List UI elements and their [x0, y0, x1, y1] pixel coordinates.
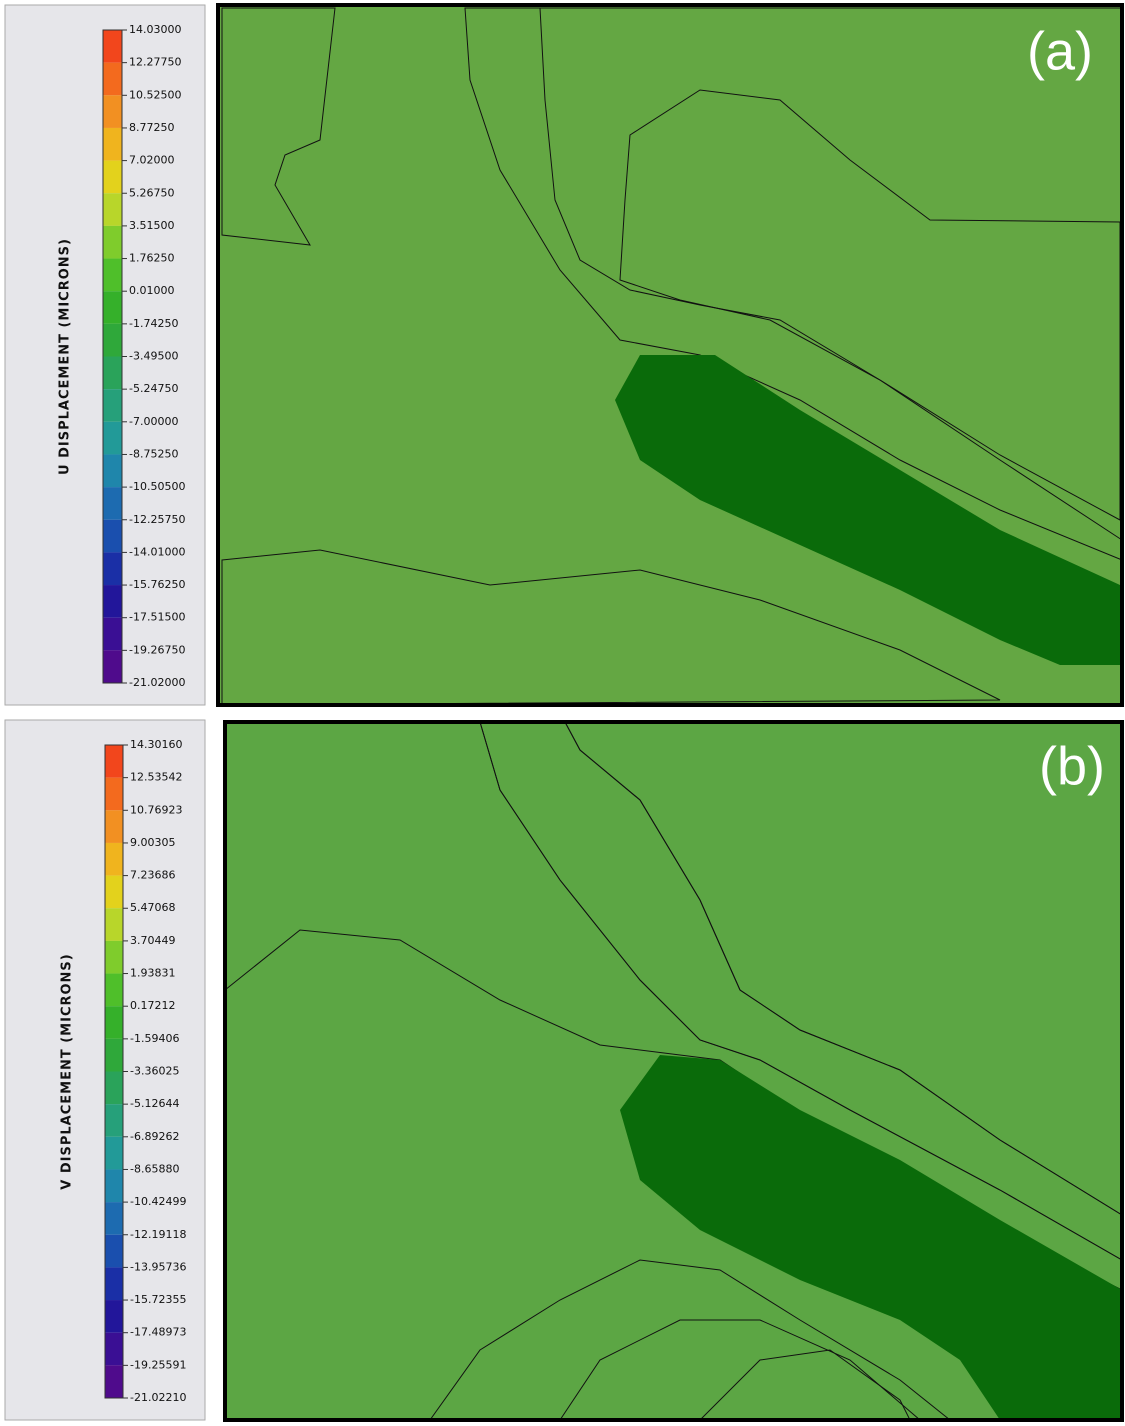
- colorbar-tick-label: 7.23686: [130, 869, 176, 882]
- colorbar-tick-label: 0.01000: [129, 284, 175, 297]
- colorbar-segment: [105, 1006, 123, 1039]
- colorbar-tick-label: -12.19118: [130, 1228, 186, 1241]
- colorbar-segment: [105, 1267, 123, 1300]
- colorbar-tick-label: -1.59406: [130, 1032, 179, 1045]
- colorbar-segment: [103, 291, 122, 324]
- colorbar-tick-label: -15.76250: [129, 578, 185, 591]
- colorbar-segment: [103, 422, 122, 455]
- colorbar-tick-label: 14.03000: [129, 23, 182, 36]
- colorbar-segment: [105, 1072, 123, 1105]
- colorbar-segment: [103, 389, 122, 422]
- page: {"chart_data": [ {"type": "contour", "la…: [0, 0, 1125, 1422]
- colorbar-segment: [105, 876, 123, 909]
- colorbar-segment: [105, 1039, 123, 1072]
- colorbar-tick-label: -6.89262: [130, 1130, 179, 1143]
- colorbar-segment: [103, 30, 122, 63]
- colorbar-segment: [103, 650, 122, 683]
- colorbar-segment: [105, 1202, 123, 1235]
- colorbar-segment: [103, 161, 122, 194]
- colorbar-tick-label: -13.95736: [130, 1260, 186, 1273]
- colorbar-tick-label: -17.51500: [129, 611, 185, 624]
- colorbar-segment: [103, 193, 122, 226]
- colorbar-segment: [103, 357, 122, 390]
- colorbar-tick-label: -19.26750: [129, 643, 185, 656]
- colorbar-segment: [103, 128, 122, 161]
- colorbar-segment: [105, 941, 123, 974]
- colorbar-tick-label: 10.76923: [130, 803, 183, 816]
- colorbar-tick-label: -12.25750: [129, 513, 185, 526]
- colorbar-tick-label: -8.65880: [130, 1162, 179, 1175]
- colorbar-segment: [105, 810, 123, 843]
- panel-label: (b): [1039, 736, 1105, 796]
- colorbar-tick-label: 9.00305: [130, 836, 176, 849]
- colorbar-segment: [103, 585, 122, 618]
- colorbar-tick-label: 1.93831: [130, 967, 176, 980]
- colorbar-segment: [103, 454, 122, 487]
- colorbar-segment: [105, 1169, 123, 1202]
- colorbar-segment: [105, 745, 123, 778]
- colorbar-tick-label: -1.74250: [129, 317, 178, 330]
- colorbar-tick-label: 5.47068: [130, 901, 176, 914]
- colorbar-segment: [103, 552, 122, 585]
- figure: (a) (b) 14.03000 12.27750 10.52500 8.77250 7…: [0, 0, 1125, 1422]
- colorbar-segment: [105, 1333, 123, 1366]
- colorbar-tick-label: 14.30160: [130, 738, 183, 751]
- colorbar-tick-label: -10.42499: [130, 1195, 186, 1208]
- colorbar-segment: [103, 63, 122, 96]
- colorbar-tick-label: 12.53542: [130, 771, 183, 784]
- colorbar-tick-label: -17.48973: [130, 1326, 186, 1339]
- colorbar-label: U DISPLACEMENT (MICRONS): [58, 238, 73, 475]
- colorbar-tick-label: 5.26750: [129, 186, 175, 199]
- colorbar-tick-label: -19.25591: [130, 1358, 186, 1371]
- colorbar-segment: [103, 226, 122, 259]
- colorbar-segment: [105, 1365, 123, 1398]
- colorbar-tick-label: -7.00000: [129, 415, 178, 428]
- colorbar-tick-label: 0.17212: [130, 999, 176, 1012]
- colorbar-tick-label: -14.01000: [129, 545, 185, 558]
- contour-map: [225, 722, 1122, 1420]
- colorbar-tick-label: -3.49500: [129, 350, 178, 363]
- colorbar-segment: [105, 908, 123, 941]
- colorbar-tick-label: 8.77250: [129, 121, 175, 134]
- colorbar-tick-label: -21.02210: [130, 1391, 186, 1404]
- colorbar-tick-label: -5.12644: [130, 1097, 179, 1110]
- colorbar-segment: [103, 259, 122, 292]
- colorbar-tick-label: -15.72355: [130, 1293, 186, 1306]
- colorbar-segment: [103, 324, 122, 357]
- panel-label: (a): [1027, 21, 1093, 81]
- colorbar-segment: [105, 843, 123, 876]
- colorbar-tick-label: 12.27750: [129, 56, 182, 69]
- colorbar-segment: [105, 1137, 123, 1170]
- colorbar-tick-label: -21.02000: [129, 676, 185, 689]
- colorbar-tick-label: 3.70449: [130, 934, 176, 947]
- colorbar-segment: [103, 487, 122, 520]
- colorbar-tick-label: -10.50500: [129, 480, 185, 493]
- colorbar-segment: [103, 520, 122, 553]
- colorbar-segment: [103, 618, 122, 651]
- colorbar-tick-label: 7.02000: [129, 154, 175, 167]
- colorbar-tick-label: -5.24750: [129, 382, 178, 395]
- colorbar-segment: [105, 974, 123, 1007]
- colorbar-segment: [105, 1300, 123, 1333]
- colorbar-segment: [105, 1235, 123, 1268]
- colorbar-tick-label: -8.75250: [129, 447, 178, 460]
- colorbar-label: V DISPLACEMENT (MICRONS): [60, 953, 75, 1189]
- colorbar-segment: [105, 1104, 123, 1137]
- colorbar-segment: [103, 95, 122, 128]
- colorbar-tick-label: 1.76250: [129, 252, 175, 265]
- colorbar-segment: [105, 778, 123, 811]
- colorbar-tick-label: -3.36025: [130, 1065, 179, 1078]
- contour-map: [218, 5, 1122, 705]
- colorbar-tick-label: 10.52500: [129, 88, 182, 101]
- colorbar-tick-label: 3.51500: [129, 219, 175, 232]
